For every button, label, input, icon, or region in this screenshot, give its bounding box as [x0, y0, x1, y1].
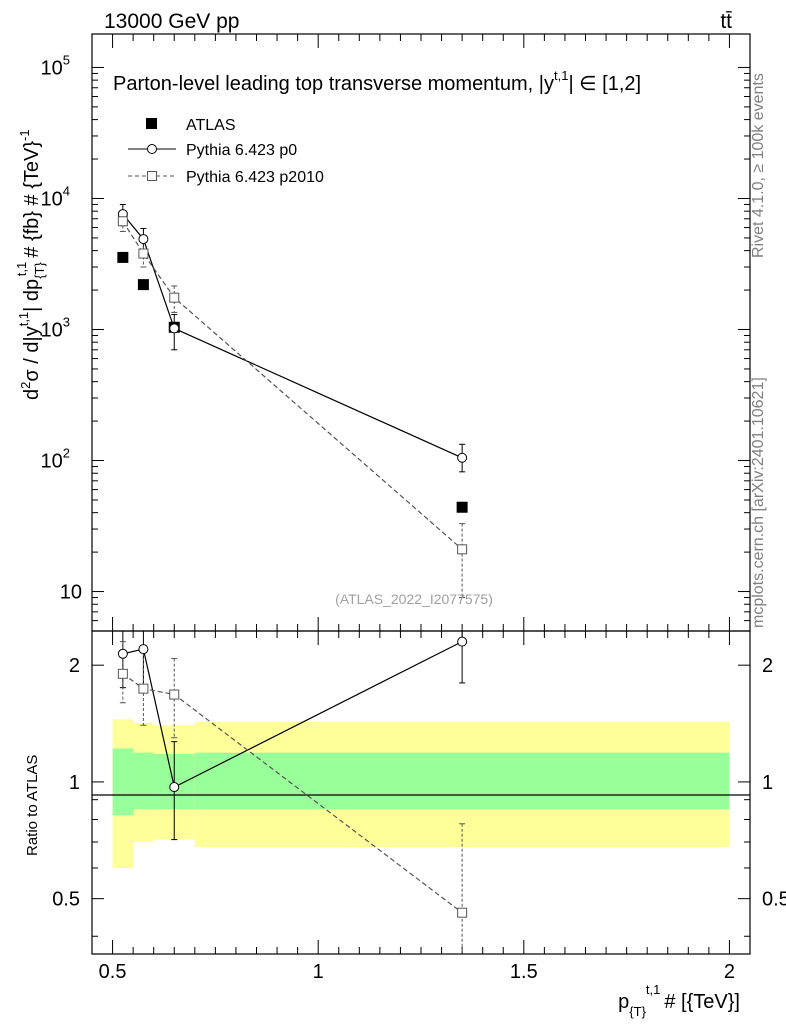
main-y-tick-label: 104 — [41, 183, 70, 210]
y-axis-label: d2σ / d|yt,1| dp{T}t,1# {fb} # {TeV}-1 — [14, 129, 47, 400]
main-point-filledsquare — [137, 279, 149, 291]
ratio-point-opencircle — [457, 636, 468, 647]
main-point-opensquare — [138, 248, 149, 259]
legend: ATLAS Pythia 6.423 p0 Pythia 6.423 p2010 — [128, 117, 324, 186]
x-tick-label: 0.5 — [99, 961, 127, 983]
stat-uncertainty-band — [133, 752, 154, 810]
ratio-y-tick-label: 0.5 — [52, 889, 80, 911]
ratio-y-tick-label-right: 0.5 — [762, 889, 786, 911]
main-y-tick-label: 103 — [41, 315, 70, 342]
main-point-opencircle — [138, 234, 149, 245]
main-y-tick-label: 102 — [41, 446, 70, 473]
ratio-point-opensquare — [138, 683, 149, 694]
ratio-y-axis-label: Ratio to ATLAS — [24, 755, 41, 856]
main-point-opensquare — [117, 216, 128, 227]
ratio-y-tick-label-right: 1 — [762, 772, 773, 794]
ratio-y-tick-label-right: 2 — [762, 655, 773, 677]
legend-label-p0: Pythia 6.423 p0 — [186, 142, 297, 159]
legend-label-atlas: ATLAS — [186, 117, 236, 134]
legend-marker-atlas — [146, 118, 157, 129]
legend-marker-p0 — [147, 144, 157, 154]
x-tick-label: 1 — [313, 961, 324, 983]
chart-title: Parton-level leading top transverse mome… — [113, 68, 641, 95]
main-point-opensquare — [169, 292, 180, 303]
main-panel: Parton-level leading top transverse mome… — [14, 33, 751, 632]
legend-label-p2010: Pythia 6.423 p2010 — [186, 169, 324, 186]
rivet-version-label: Rivet 4.1.0, ≥ 100k events — [750, 73, 767, 258]
mcplots-label: mcplots.cern.ch [arXiv:2401.10621] — [750, 377, 767, 628]
main-y-tick-label: 105 — [41, 52, 70, 79]
main-point-opencircle — [457, 452, 468, 463]
ratio-y-tick-label: 1 — [69, 772, 80, 794]
ratio-point-opensquare — [117, 668, 128, 679]
process-label: tt̄ — [720, 10, 732, 33]
main-y-tick-label: 10 — [60, 582, 82, 604]
ratio-point-opencircle — [169, 782, 180, 793]
main-series-line-2 — [122, 220, 463, 550]
ratio-panel: Ratio to ATLAS p{T}t,1# [{TeV}] — [24, 630, 751, 1019]
ratio-frame — [91, 630, 751, 955]
stat-uncertainty-band — [112, 748, 134, 816]
ratio-point-opencircle — [138, 644, 149, 655]
ratio-point-opensquare — [457, 907, 468, 918]
main-series-line-1 — [122, 213, 463, 459]
x-tick-label: 2 — [724, 961, 735, 983]
stat-uncertainty-band — [194, 752, 730, 810]
ratio-series-line-0 — [122, 641, 463, 788]
x-tick-label: 1.5 — [510, 961, 538, 983]
main-point-filledsquare — [456, 501, 468, 513]
legend-marker-p2010 — [147, 171, 157, 181]
x-axis-label: p{T}t,1# [{TeV}] — [618, 982, 740, 1019]
analysis-id: (ATLAS_2022_I2077575) — [335, 591, 493, 607]
ratio-point-opensquare — [169, 689, 180, 700]
energy-label: 13000 GeV pp — [104, 10, 239, 33]
main-point-opencircle — [169, 323, 180, 334]
ratio-series-line-1 — [122, 673, 463, 914]
main-point-filledsquare — [117, 251, 129, 263]
ratio-point-opencircle — [117, 648, 128, 659]
ratio-y-tick-label: 2 — [69, 655, 80, 677]
main-point-opensquare — [457, 544, 468, 555]
